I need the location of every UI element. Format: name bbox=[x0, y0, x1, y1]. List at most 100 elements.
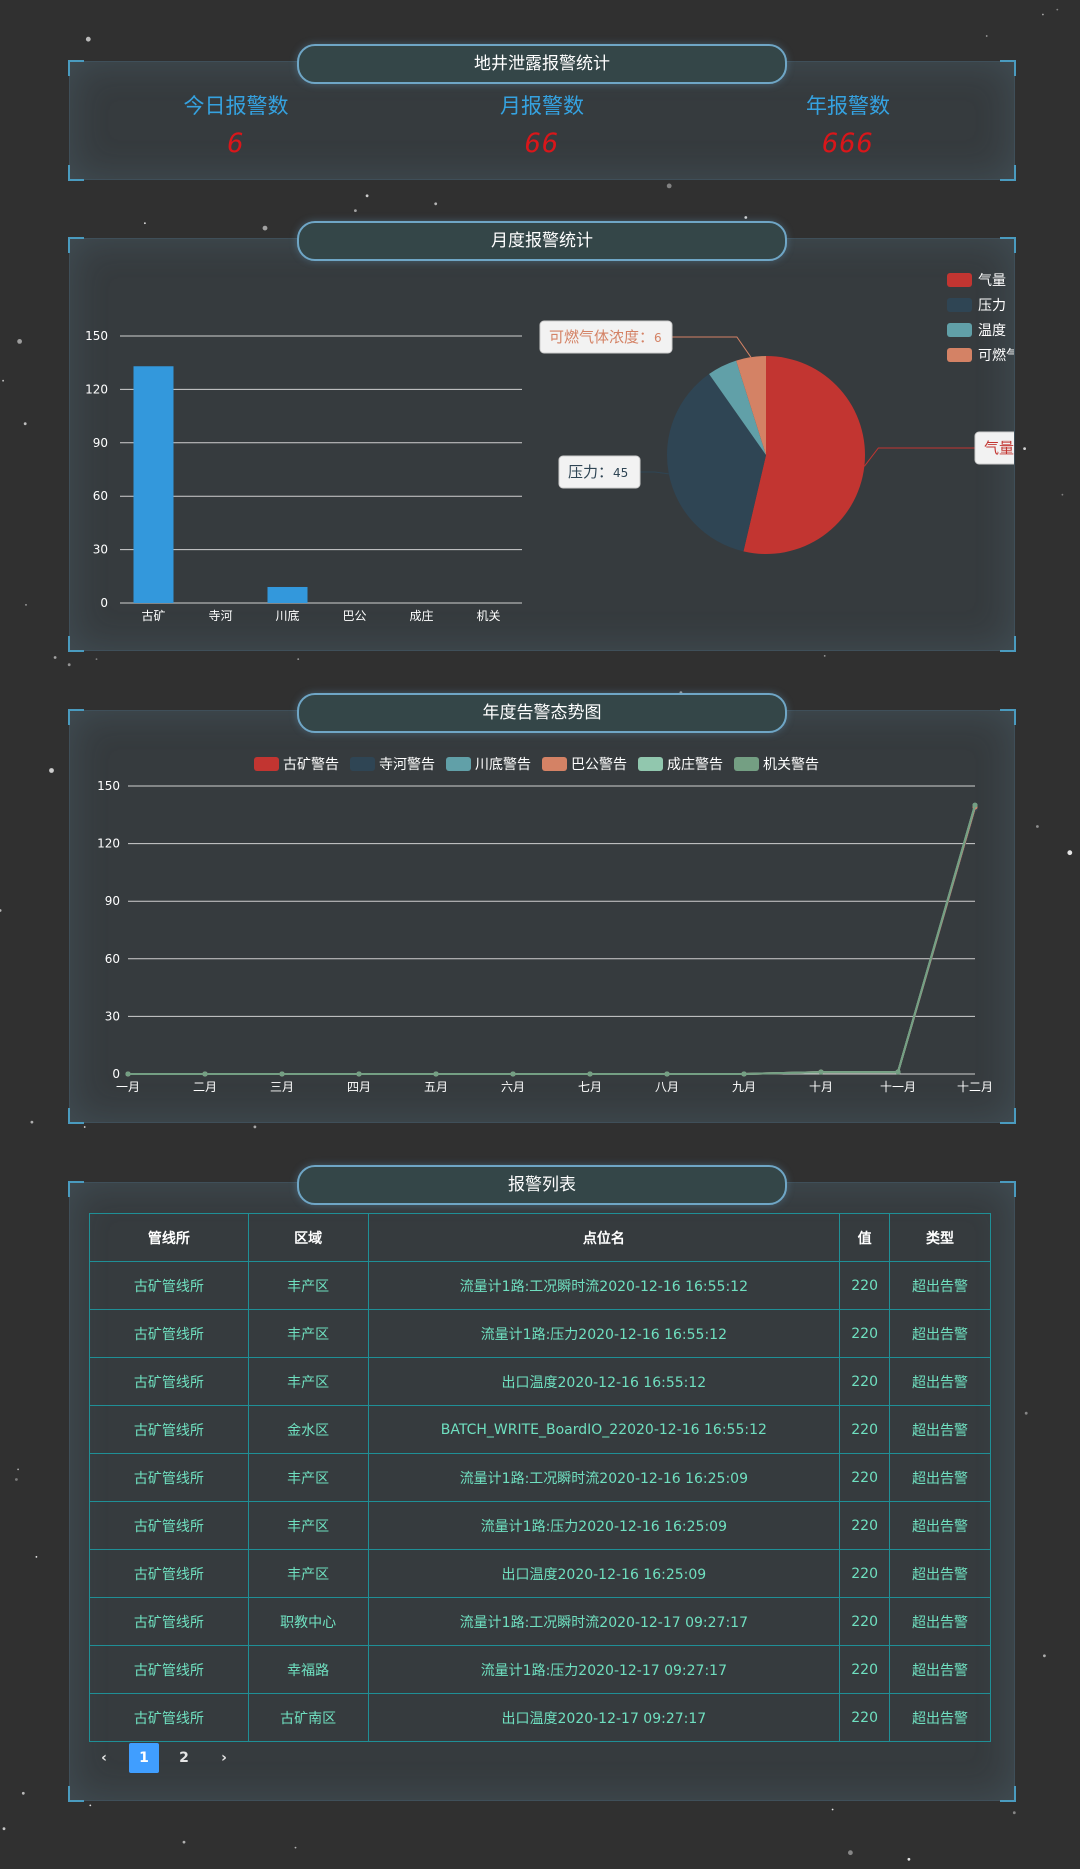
cell-station: 古矿管线所 bbox=[89, 1405, 249, 1454]
cell-station: 古矿管线所 bbox=[89, 1261, 249, 1310]
star bbox=[15, 1478, 18, 1481]
line-series-寺河警告[interactable] bbox=[128, 808, 976, 1075]
pie-slice-温度[interactable] bbox=[709, 360, 766, 455]
line-y-tick: 0 bbox=[112, 1067, 120, 1081]
line-legend-label[interactable]: 古矿警告 bbox=[283, 757, 339, 773]
next-page-button[interactable]: › bbox=[221, 1750, 227, 1766]
pie-legend-swatch[interactable] bbox=[947, 348, 972, 362]
bar-y-tick: 150 bbox=[85, 329, 108, 343]
star bbox=[294, 1846, 297, 1849]
stat-month: 月报警数 66 bbox=[392, 90, 692, 159]
table-row[interactable]: 古矿管线所 幸福路 流量计1路:压力2020-12-17 09:27:17 220 超出… bbox=[89, 1645, 991, 1694]
pie-label-box bbox=[558, 455, 641, 489]
line-point[interactable] bbox=[587, 1071, 593, 1077]
pie-legend-label[interactable]: 压力 bbox=[978, 298, 1006, 314]
pie-label: 气量：66 bbox=[984, 439, 1014, 457]
cell-area: 幸福路 bbox=[247, 1645, 369, 1694]
prev-page-button[interactable]: ‹ bbox=[101, 1750, 107, 1766]
page-1-button[interactable]: 1 bbox=[129, 1743, 159, 1773]
line-point[interactable] bbox=[433, 1071, 439, 1077]
pie-legend-swatch[interactable] bbox=[947, 298, 972, 312]
line-x-tick: 三月 bbox=[270, 1080, 294, 1094]
col-header-point[interactable]: 点位名 bbox=[367, 1213, 841, 1262]
pie-slice-压力[interactable] bbox=[667, 374, 766, 552]
line-point[interactable] bbox=[664, 1071, 670, 1077]
star bbox=[1061, 493, 1064, 496]
col-header-value[interactable]: 值 bbox=[839, 1213, 891, 1262]
star bbox=[1012, 1811, 1016, 1815]
table-row[interactable]: 古矿管线所 丰产区 流量计1路:工况瞬时流2020-12-16 16:55:12 22… bbox=[89, 1261, 991, 1310]
col-header-station[interactable]: 管线所 bbox=[89, 1213, 249, 1262]
page-2-button[interactable]: 2 bbox=[179, 1750, 189, 1766]
line-series-古矿警告[interactable] bbox=[128, 808, 976, 1075]
line-series-巴公警告[interactable] bbox=[128, 806, 976, 1075]
line-point[interactable] bbox=[279, 1071, 285, 1077]
line-legend-label[interactable]: 寺河警告 bbox=[379, 757, 435, 773]
bar-x-tick: 机关 bbox=[476, 609, 500, 623]
star bbox=[1036, 825, 1039, 828]
pie-legend-label[interactable]: 可燃气体浓度 bbox=[978, 347, 1014, 364]
cell-station: 古矿管线所 bbox=[89, 1645, 249, 1694]
pie-legend-label[interactable]: 温度 bbox=[978, 323, 1006, 339]
table-row[interactable]: 古矿管线所 丰产区 出口温度2020-12-16 16:55:12 220 超出告警 bbox=[89, 1357, 991, 1406]
bar-古矿[interactable] bbox=[133, 366, 174, 603]
star bbox=[83, 1126, 86, 1128]
table-row[interactable]: 古矿管线所 职教中心 流量计1路:工况瞬时流2020-12-17 09:27:17 2… bbox=[89, 1597, 991, 1646]
pie-slice-可燃气体浓度[interactable] bbox=[736, 356, 766, 455]
line-x-tick: 二月 bbox=[193, 1080, 217, 1094]
line-legend-swatch[interactable] bbox=[254, 757, 279, 771]
star bbox=[666, 183, 672, 189]
line-series-成庄警告[interactable] bbox=[128, 804, 976, 1075]
pagination: ‹ 1 2 › bbox=[89, 1743, 249, 1773]
line-y-tick: 90 bbox=[105, 894, 120, 908]
pie-legend-swatch[interactable] bbox=[947, 323, 972, 337]
line-legend-label[interactable]: 机关警告 bbox=[763, 757, 819, 773]
pie-label: 压力：45 bbox=[568, 463, 628, 481]
cell-area: 丰产区 bbox=[247, 1261, 369, 1310]
stat-today-label: 今日报警数 bbox=[183, 94, 289, 118]
star bbox=[297, 658, 300, 660]
pie-legend-label[interactable]: 气量 bbox=[978, 273, 1006, 289]
line-legend-swatch[interactable] bbox=[350, 757, 375, 771]
line-legend-swatch[interactable] bbox=[734, 757, 759, 771]
table-row[interactable]: 古矿管线所 丰产区 流量计1路:工况瞬时流2020-12-16 16:25:09 22… bbox=[89, 1453, 991, 1502]
cell-point: 流量计1路:工况瞬时流2020-12-17 09:27:17 bbox=[367, 1597, 841, 1646]
line-point[interactable] bbox=[510, 1071, 516, 1077]
table-row[interactable]: 古矿管线所 丰产区 流量计1路:压力2020-12-16 16:55:12 220 超出… bbox=[89, 1309, 991, 1358]
cell-type: 超出告警 bbox=[889, 1597, 991, 1646]
pie-slice-气量[interactable] bbox=[743, 356, 865, 554]
line-point[interactable] bbox=[202, 1071, 208, 1077]
line-x-tick: 六月 bbox=[501, 1080, 525, 1094]
line-point[interactable] bbox=[818, 1069, 824, 1075]
cell-type: 超出告警 bbox=[889, 1261, 991, 1310]
pie-legend-swatch[interactable] bbox=[947, 273, 972, 287]
panel-title-yearly: 年度告警态势图 bbox=[297, 693, 787, 733]
table-row[interactable]: 古矿管线所 金水区 BATCH_WRITE_BoardIO_22020-12-16 … bbox=[89, 1405, 991, 1454]
line-series-川底警告[interactable] bbox=[128, 806, 976, 1075]
line-legend-swatch[interactable] bbox=[542, 757, 567, 771]
cell-value: 220 bbox=[839, 1501, 891, 1550]
line-legend-swatch[interactable] bbox=[446, 757, 471, 771]
line-legend-label[interactable]: 川底警告 bbox=[475, 757, 531, 773]
line-point[interactable] bbox=[125, 1071, 131, 1077]
line-legend-swatch[interactable] bbox=[638, 757, 663, 771]
col-header-area[interactable]: 区域 bbox=[247, 1213, 369, 1262]
line-series-机关警告[interactable] bbox=[128, 804, 976, 1075]
pie-label-line bbox=[672, 336, 752, 358]
cell-value: 220 bbox=[839, 1453, 891, 1502]
line-point[interactable] bbox=[741, 1071, 747, 1077]
star bbox=[354, 209, 357, 213]
table-row[interactable]: 古矿管线所 丰产区 流量计1路:压力2020-12-16 16:25:09 220 超出… bbox=[89, 1501, 991, 1550]
line-point[interactable] bbox=[972, 802, 978, 808]
table-row[interactable]: 古矿管线所 丰产区 出口温度2020-12-16 16:25:09 220 超出告警 bbox=[89, 1549, 991, 1598]
line-point[interactable] bbox=[895, 1069, 901, 1075]
line-legend-label[interactable]: 巴公警告 bbox=[571, 757, 627, 773]
star bbox=[2, 379, 4, 382]
pie-label-box bbox=[539, 320, 673, 354]
bar-川底[interactable] bbox=[267, 586, 308, 603]
line-point[interactable] bbox=[356, 1071, 362, 1077]
table-row[interactable]: 古矿管线所 古矿南区 出口温度2020-12-17 09:27:17 220 超出告警 bbox=[89, 1693, 991, 1742]
cell-point: 出口温度2020-12-16 16:25:09 bbox=[367, 1549, 841, 1598]
col-header-type[interactable]: 类型 bbox=[889, 1213, 991, 1262]
line-legend-label[interactable]: 成庄警告 bbox=[667, 756, 723, 773]
